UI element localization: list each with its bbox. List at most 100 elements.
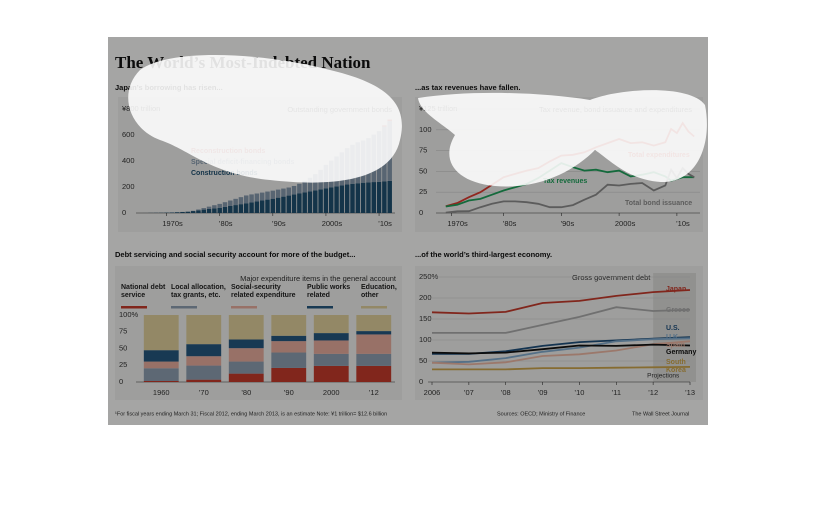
bar-segment (228, 348, 264, 362)
x-tick-label: ’09 (538, 388, 548, 397)
bar-segment (196, 210, 201, 213)
series-label: Special deficit-financing bonds (191, 159, 295, 166)
bar-segment (201, 209, 207, 213)
bar-segment (271, 335, 307, 342)
bar-segment (313, 365, 349, 382)
x-tick-label: ’10 (574, 388, 584, 397)
bar-segment (387, 180, 392, 213)
bar-segment (254, 201, 260, 213)
bar-segment (382, 181, 387, 213)
bar-segment (313, 333, 349, 341)
x-tick-label: 2000s (322, 219, 343, 228)
bar-segment (259, 200, 265, 213)
footnote: ¹For fiscal years ending March 31; Fisca… (115, 411, 387, 417)
x-tick-label: ’90s (272, 219, 286, 228)
bar-segment (334, 156, 339, 187)
legend-swatch (121, 306, 147, 309)
bar-segment (307, 191, 313, 213)
bar-segment (243, 195, 249, 204)
bar-segment (270, 190, 276, 199)
panel-heading: Debt servicing and social security accou… (115, 250, 355, 259)
bar-segment (313, 174, 318, 191)
x-tick-label: ’13 (685, 388, 695, 397)
x-tick-label: ’10s (378, 219, 392, 228)
bar-segment (196, 209, 201, 211)
bar-segment (143, 368, 179, 381)
bar-segment (387, 119, 392, 122)
bar-segment (297, 193, 302, 213)
y-tick-label: ¥800 trillion (122, 104, 160, 113)
bar-segment (323, 164, 329, 189)
bar-segment (360, 182, 366, 213)
bar-segment (350, 183, 355, 213)
bar-segment (356, 365, 392, 382)
series-label: Japan (666, 286, 686, 293)
bar-segment (355, 183, 361, 213)
bar-segment (185, 211, 191, 213)
y-tick-label: 0 (122, 208, 126, 217)
legend-swatch (361, 306, 387, 309)
y-tick-label: 200 (419, 293, 432, 302)
legend-swatch (307, 306, 333, 309)
series-label: Local allocation, tax grants, etc. (171, 284, 226, 299)
series-label: South Korea (666, 359, 686, 374)
y-tick-label: 250% (419, 272, 439, 281)
x-tick-label: ’12 (369, 388, 379, 397)
y-tick-label: 100% (119, 310, 139, 319)
series-line (431, 289, 691, 315)
main-title: The World’s Most-Indebted Nation (115, 53, 371, 72)
bar-segment (174, 212, 180, 213)
sources: Sources: OECD; Ministry of Finance (497, 411, 585, 417)
bar-segment (360, 140, 366, 183)
x-tick-label: ’11 (612, 388, 621, 397)
y-tick-label: 0 (119, 377, 123, 386)
bar-segment (355, 142, 361, 184)
y-tick-label: 50 (419, 356, 427, 365)
bar-segment (376, 131, 382, 182)
bar-segment (228, 205, 233, 213)
bar-segment (206, 206, 212, 209)
series-label: Germany (666, 349, 696, 356)
bar-segment (186, 315, 222, 345)
y-tick-label: 25 (119, 360, 127, 369)
y-tick-label: 75 (419, 146, 427, 155)
bar-segment (344, 184, 350, 213)
x-tick-label: ’10s (676, 219, 690, 228)
x-tick-label: ’90s (560, 219, 574, 228)
bar-segment (271, 341, 307, 353)
bar-segment (344, 148, 350, 185)
series-label: U.K. (666, 334, 680, 341)
bar-segment (249, 202, 254, 213)
bar-segment (254, 193, 260, 202)
bar-segment (201, 208, 207, 210)
bar-segment (339, 152, 345, 186)
x-tick-label: 2000s (615, 219, 636, 228)
bar-segment (275, 197, 281, 213)
panel-heading: ...of the world’s third-largest economy. (415, 250, 552, 259)
bar-segment (180, 211, 185, 213)
legend-swatch (231, 306, 257, 309)
x-tick-label: ’80s (503, 219, 517, 228)
bar-segment (313, 340, 349, 354)
credit: The Wall Street Journal (632, 411, 689, 417)
chart-subtitle: Major expenditure items in the general a… (240, 274, 397, 283)
x-tick-label: ’80 (241, 388, 251, 397)
bar-segment (275, 189, 281, 198)
bar-segment (313, 315, 349, 334)
bar-segment (297, 183, 302, 194)
bar-segment (265, 199, 270, 213)
y-tick-label: 50 (119, 343, 127, 352)
bar-segment (271, 352, 307, 368)
legend-swatch (171, 306, 197, 309)
bar-segment (186, 356, 222, 366)
bar-segment (186, 344, 222, 357)
series-label: Total bond issuance (625, 200, 692, 207)
bar-segment (281, 188, 286, 197)
x-tick-label: ’12 (648, 388, 658, 397)
y-tick-label: 600 (122, 130, 135, 139)
bar-segment (281, 196, 286, 213)
series-label: Total expenditures (628, 152, 690, 159)
bar-segment (307, 177, 313, 192)
bar-segment (265, 191, 270, 200)
panel-heading: ...as tax revenues have fallen. (415, 83, 520, 92)
